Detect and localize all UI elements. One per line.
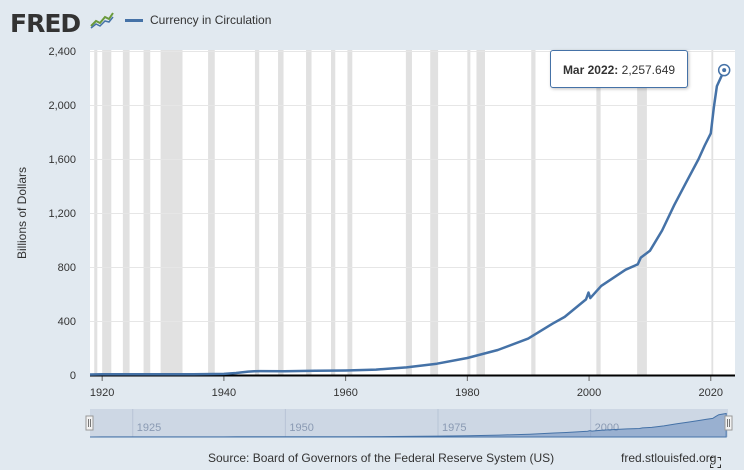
y-tick-label: 1,600	[48, 154, 76, 166]
y-axis-label: Billions of Dollars	[15, 167, 29, 259]
y-tick-label: 800	[58, 262, 76, 274]
x-tick-label: 2000	[577, 387, 601, 399]
chart-header: FRED Currency in Circulation	[10, 6, 410, 38]
y-tick-labels: 0 400 800 1,200 1,600 2,000 2,400	[48, 46, 76, 382]
y-tick-label: 0	[70, 370, 76, 382]
navigator-tick-label: 1975	[442, 422, 466, 434]
x-tick-label: 1980	[455, 387, 479, 399]
navigator-series	[89, 412, 727, 438]
tooltip: Mar 2022: 2,257.649	[550, 50, 688, 88]
fred-logo[interactable]: FRED	[10, 9, 81, 38]
y-tick-label: 1,200	[48, 208, 76, 220]
x-tick-label: 1920	[90, 387, 114, 399]
y-tick-label: 400	[58, 316, 76, 328]
x-tick-label: 2020	[699, 387, 723, 399]
tooltip-date: Mar 2022:	[562, 63, 619, 77]
x-tick-label: 1940	[212, 387, 236, 399]
tooltip-highlight-dot	[722, 68, 727, 73]
navigator-area	[89, 412, 727, 438]
x-tick-label: 1960	[333, 387, 357, 399]
legend-series-label[interactable]: Currency in Circulation	[150, 13, 272, 27]
navigator-tick-label: 1925	[137, 422, 161, 434]
series-currency-in-circulation	[89, 69, 726, 376]
y-tick-label: 2,000	[48, 100, 76, 112]
fullscreen-icon[interactable]	[710, 457, 721, 468]
x-tick-labels: 1920 1940 1960 1980 2000 2020	[90, 376, 723, 399]
series-line[interactable]	[89, 69, 726, 376]
navigator-left-handle[interactable]	[85, 415, 94, 431]
source-note: Source: Board of Governors of the Federa…	[208, 451, 555, 465]
legend-swatch	[125, 19, 143, 22]
y-tick-label: 2,400	[48, 46, 76, 58]
navigator-tick-label: 1950	[289, 422, 313, 434]
tooltip-value: 2,257.649	[621, 63, 676, 77]
site-link[interactable]: fred.stlouisfed.org	[621, 451, 717, 465]
fred-graph-icon	[90, 11, 114, 29]
navigator-right-handle[interactable]	[724, 415, 733, 431]
